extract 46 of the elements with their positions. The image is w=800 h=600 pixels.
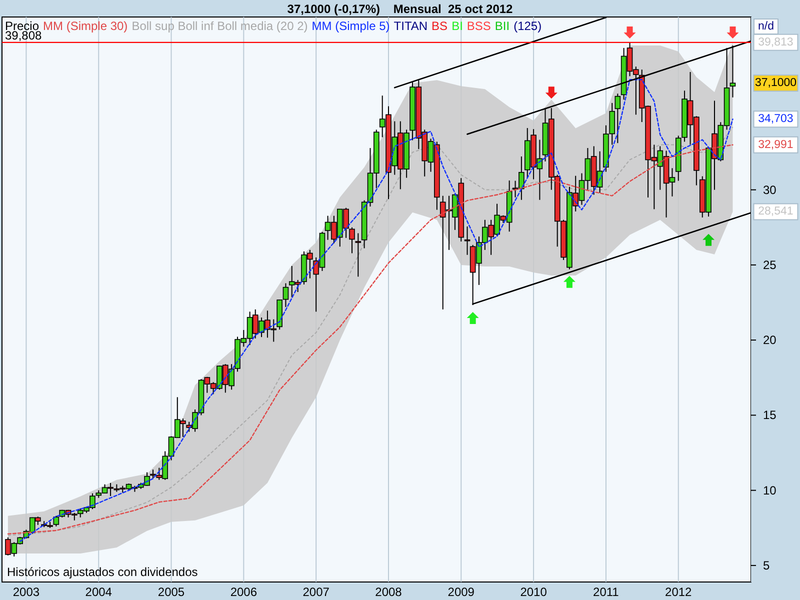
point	[702, 234, 715, 246]
annotation: 34,703	[758, 113, 794, 126]
x-tick-label: 2008	[375, 585, 402, 599]
y-tick-label: 25	[763, 258, 777, 272]
x-tick-label: 2009	[448, 585, 475, 599]
text: MM (Simple 5)	[312, 19, 390, 33]
annotation: Históricos ajustados con dividendos	[7, 565, 198, 579]
x-tick-label: 2006	[230, 585, 258, 599]
candlestick	[282, 282, 289, 308]
text: BI	[452, 19, 463, 33]
x-tick-label: 2004	[85, 585, 112, 599]
legend-title: TITAN	[394, 19, 428, 33]
x-tick-label: 2011	[593, 585, 620, 599]
point	[466, 312, 479, 324]
annotation: 28,541	[758, 206, 794, 218]
x-tick-label: 2012	[665, 585, 692, 599]
candlestick	[349, 226, 355, 254]
point	[545, 86, 558, 99]
candlestick	[518, 156, 524, 200]
y-tick-label: 15	[763, 408, 777, 422]
point	[563, 276, 576, 288]
annotation: 32,991	[758, 138, 794, 151]
text: n/d	[758, 20, 774, 32]
y-tick-label: 10	[763, 483, 777, 498]
chart-title: 37,1000 (-0,17%) Mensual 25 oct 2012	[287, 2, 514, 16]
candlestick	[355, 232, 362, 278]
text: BSS	[466, 19, 491, 33]
point	[624, 26, 636, 38]
y-tick-label: 20	[763, 333, 777, 348]
x-tick-label: 2003	[12, 585, 40, 599]
y-tick-label: 5	[763, 558, 770, 572]
text: MM (Simple 30)	[43, 19, 128, 33]
annotation: 39,813	[758, 36, 794, 48]
x-tick-label: 2005	[158, 585, 185, 599]
text: Boll sup Boll inf Boll media (20 2)	[132, 19, 308, 33]
annotation: (125)	[514, 19, 542, 33]
x-tick-label: 2007	[302, 585, 330, 599]
y-tick-label: 30	[763, 182, 777, 197]
x-tick-label: 2010	[520, 585, 548, 599]
candlestick	[614, 93, 621, 144]
candlestick	[730, 45, 736, 98]
text: BS	[432, 19, 448, 33]
annotation: 37,1000	[754, 77, 797, 90]
point	[726, 26, 739, 38]
text: BII	[494, 19, 510, 33]
candlestick	[53, 515, 60, 527]
